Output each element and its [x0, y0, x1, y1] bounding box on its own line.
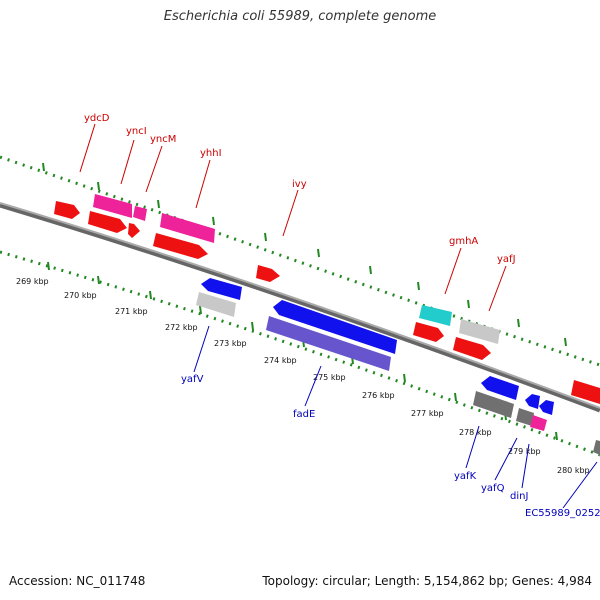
tick-label: 272 kbp [165, 323, 198, 332]
gene-label[interactable]: gmhA [449, 236, 478, 247]
tick-label: 276 kbp [362, 391, 395, 400]
major-tick [369, 265, 372, 275]
gene-label[interactable]: fadE [293, 409, 315, 420]
gene-label[interactable]: ivy [292, 179, 307, 190]
gene-label[interactable]: yncI [126, 126, 147, 137]
tick-label: 278 kbp [459, 428, 492, 437]
major-tick [467, 299, 470, 309]
major-tick [97, 181, 100, 191]
gene-arrow[interactable] [128, 223, 140, 238]
gene-label[interactable]: yhhI [200, 148, 222, 159]
gene-arrow[interactable] [133, 206, 147, 221]
genome-backbone [0, 202, 600, 413]
gene-arrow[interactable] [273, 300, 397, 354]
gene-arrow[interactable] [93, 194, 132, 218]
gene-arrow[interactable] [413, 322, 444, 342]
major-tick [251, 321, 254, 331]
gene-arrow[interactable] [516, 408, 534, 426]
tick-label: 279 kbp [508, 447, 541, 456]
gene-label[interactable]: ydcD [84, 113, 110, 124]
gene-arrow[interactable] [525, 394, 540, 409]
major-tick [517, 318, 520, 328]
gene-label[interactable]: dinJ [510, 491, 528, 502]
major-tick [42, 162, 45, 172]
gene-arrow[interactable] [593, 440, 600, 455]
gene-arrow[interactable] [54, 201, 80, 219]
tick-labels: 269 kbp 270 kbp 271 kbp 272 kbp 273 kbp 274 k… [16, 277, 590, 475]
tick-label: 280 kbp [557, 466, 590, 475]
map-title: Escherichia coli 55989, complete genome [163, 9, 437, 24]
outer-ruler [0, 155, 600, 367]
tick-label: 275 kbp [313, 373, 346, 382]
major-tick [403, 373, 406, 383]
gene-arrow[interactable] [201, 278, 242, 300]
gene-arrow[interactable] [196, 292, 236, 317]
reverse-gene-labels: yafV fadE yafK yafQ dinJ EC55989_0252 [181, 374, 600, 519]
major-tick [555, 431, 558, 441]
gene-label[interactable]: yafJ [497, 254, 516, 265]
tick-label: 274 kbp [264, 356, 297, 365]
forward-leaders [79, 123, 507, 312]
gene-arrow[interactable] [539, 400, 554, 415]
tick-label: 269 kbp [16, 277, 49, 286]
gene-label[interactable]: yafV [181, 374, 204, 385]
gene-arrow[interactable] [266, 316, 391, 371]
gene-arrow[interactable] [160, 213, 215, 243]
major-tick [47, 261, 50, 271]
outer-major-ticks [42, 162, 567, 347]
gene-arrow[interactable] [256, 265, 280, 282]
gene-label[interactable]: yafQ [481, 483, 505, 494]
gene-arrow[interactable] [473, 391, 514, 418]
inner-ruler [0, 250, 600, 457]
major-tick [264, 232, 267, 242]
gene-arrow[interactable] [571, 380, 600, 404]
major-tick [454, 392, 457, 402]
topology-label: Topology: circular; Length: 5,154,862 bp… [262, 574, 592, 588]
accession-label: Accession: NC_011748 [9, 574, 146, 588]
reverse-leaders [193, 325, 598, 509]
gene-label[interactable]: yafK [454, 471, 477, 482]
major-tick [317, 248, 320, 258]
major-tick [212, 216, 215, 226]
gene-arrow[interactable] [88, 211, 127, 233]
major-tick [417, 281, 420, 291]
tick-label: 273 kbp [214, 339, 247, 348]
tick-label: 271 kbp [115, 307, 148, 316]
gene-arrow[interactable] [453, 337, 491, 360]
gene-arrow[interactable] [419, 305, 452, 326]
major-tick [564, 337, 567, 347]
major-tick [199, 305, 202, 315]
gene-arrow[interactable] [481, 376, 519, 400]
gene-label[interactable]: yncM [150, 134, 176, 145]
gene-arrow[interactable] [530, 415, 547, 431]
tick-label: 277 kbp [411, 409, 444, 418]
tick-label: 270 kbp [64, 291, 97, 300]
gene-arrow[interactable] [153, 233, 208, 259]
gene-label[interactable]: EC55989_0252 [525, 508, 600, 519]
gene-arrow[interactable] [459, 319, 500, 344]
major-tick [97, 275, 100, 285]
forward-genes [54, 194, 600, 404]
reverse-genes [196, 278, 600, 455]
major-tick [149, 290, 152, 300]
backbone-highlight [0, 202, 600, 409]
major-tick [157, 199, 160, 209]
